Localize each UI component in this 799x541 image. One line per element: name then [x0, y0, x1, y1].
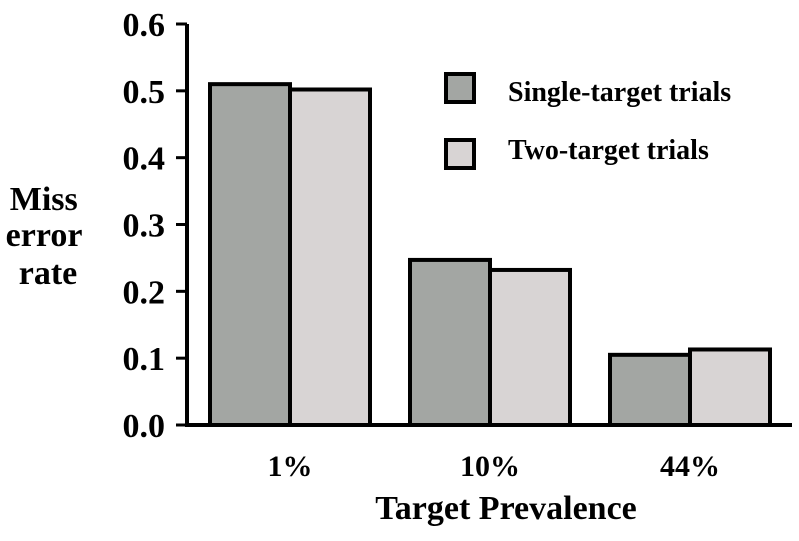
y-tick-label: 0.1 [123, 341, 166, 378]
y-tick-label: 0.5 [123, 74, 166, 111]
legend-swatch-single-target [444, 72, 476, 104]
bar-two-target-0 [288, 87, 372, 427]
x-axis-title: Target Prevalence [375, 490, 637, 527]
bar-two-target-1 [488, 267, 572, 427]
y-tick-label: 0.2 [123, 274, 166, 311]
y-tick-label: 0.4 [123, 141, 166, 178]
legend-label-single-target: Single-target trials [508, 77, 731, 108]
x-tick-label: 44% [660, 450, 720, 483]
y-tick-label: 0.3 [123, 208, 166, 245]
bar-single-target-1 [408, 257, 492, 427]
legend-swatch-two-target [444, 138, 476, 170]
y-axis-title-line-3: rate [19, 255, 78, 292]
y-axis-title-line-2: error [6, 217, 83, 254]
x-tick-label: 1% [268, 450, 313, 483]
bar-single-target-2 [608, 352, 692, 428]
y-axis-title: Miss error rate [6, 181, 91, 292]
bar-two-target-2 [688, 347, 772, 427]
y-axis-title-line-1: Miss [10, 181, 78, 218]
legend-label-two-target: Two-target trials [508, 135, 709, 166]
legend: Single-target trials Two-target trials [444, 72, 731, 170]
bar-single-target-0 [208, 82, 292, 428]
y-tick-label: 0.0 [123, 408, 166, 445]
x-tick-label: 10% [460, 450, 520, 483]
y-tick-label: 0.6 [123, 7, 166, 44]
